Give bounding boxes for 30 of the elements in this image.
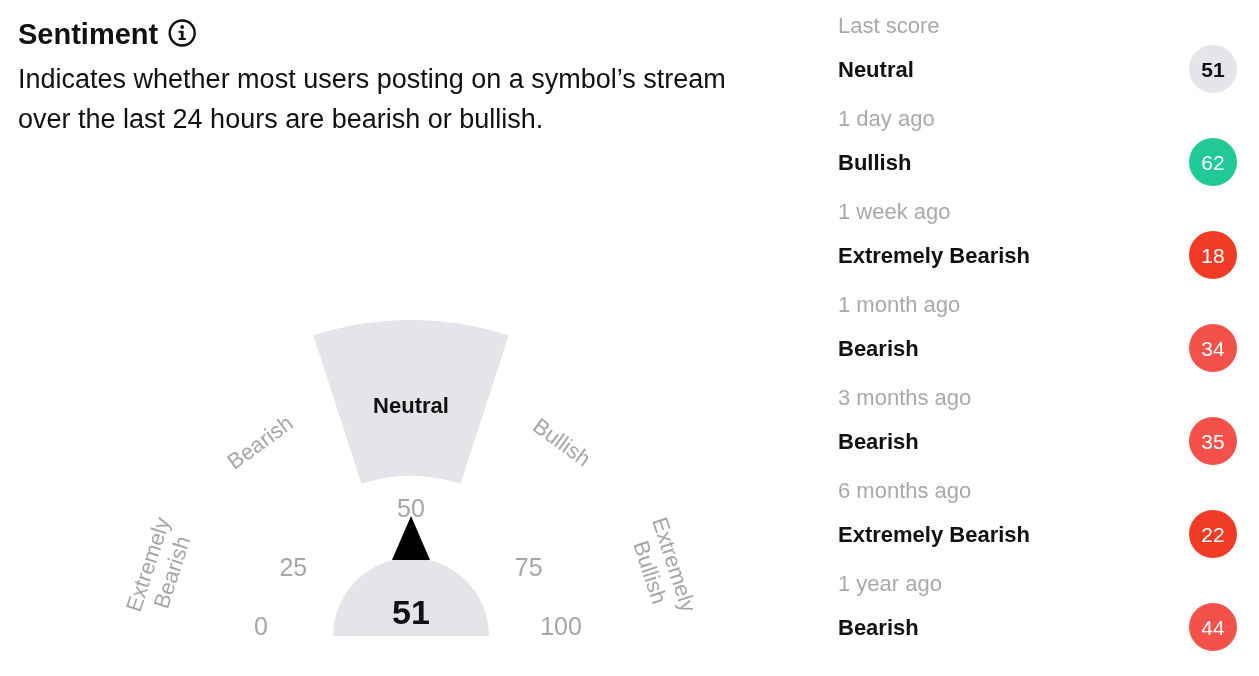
category-label: Bullish — [838, 149, 912, 175]
category-label: Bearish — [838, 614, 919, 640]
text: 75 — [514, 553, 543, 581]
data-label: 44 — [1201, 615, 1225, 639]
text: Indicates whether most users posting on a symbol’s stream over the last 24 hours are bearish or bullish. — [18, 64, 726, 134]
data-label: 34 — [1201, 336, 1225, 360]
text: Sentiment — [18, 18, 159, 50]
text: 25 — [279, 553, 308, 581]
text: Last score — [838, 12, 940, 38]
category-label: Neutral — [838, 56, 914, 82]
text: 1 month ago — [838, 291, 961, 317]
data-label: 51 — [1201, 57, 1225, 81]
category-label: Neutral — [373, 392, 449, 418]
category-label: Bearish — [838, 428, 919, 454]
text: 1 year ago — [838, 570, 942, 596]
text: 1 week ago — [838, 198, 951, 224]
data-label: 22 — [1201, 522, 1225, 546]
category-label: Extremely Bearish — [838, 242, 1030, 268]
text: 50 — [397, 494, 425, 522]
text: 6 months ago — [838, 477, 972, 503]
data-label: 18 — [1201, 243, 1225, 267]
category-label: Extremely Bearish — [838, 521, 1030, 547]
text: 1 day ago — [838, 105, 935, 131]
text: 3 months ago — [838, 384, 972, 410]
data-label: 62 — [1201, 150, 1225, 174]
text: 100 — [540, 612, 582, 640]
category-label: Bearish — [838, 335, 919, 361]
data-label: 51 — [392, 593, 430, 631]
data-label: 35 — [1201, 429, 1225, 453]
text: 0 — [254, 612, 268, 640]
